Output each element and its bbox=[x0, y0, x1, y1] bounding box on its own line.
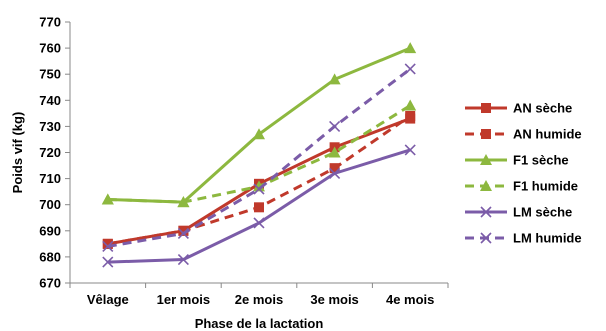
series-f1-humide bbox=[101, 99, 417, 208]
data-point bbox=[253, 217, 265, 229]
legend-label: LM sèche bbox=[513, 205, 572, 220]
data-point bbox=[329, 120, 341, 132]
y-tick-label: 760 bbox=[39, 41, 61, 56]
data-point bbox=[405, 110, 416, 121]
data-point bbox=[328, 73, 341, 85]
series-an-humide bbox=[102, 110, 416, 249]
legend-label: LM humide bbox=[513, 231, 582, 246]
data-point bbox=[177, 196, 190, 208]
data-point bbox=[253, 183, 265, 195]
data-point bbox=[177, 253, 189, 266]
x-tick-label: 3e mois bbox=[310, 292, 358, 307]
legend-item: F1 sèche bbox=[465, 153, 569, 168]
x-tick-label: 2e mois bbox=[235, 292, 283, 307]
legend-marker bbox=[481, 129, 491, 139]
legend-item: AN humide bbox=[465, 127, 582, 142]
series-lm-humide bbox=[102, 63, 416, 253]
data-point bbox=[254, 202, 264, 213]
y-tick-label: 740 bbox=[39, 93, 61, 108]
legend-marker bbox=[480, 154, 492, 165]
axes bbox=[65, 21, 449, 288]
legend-item: F1 humide bbox=[465, 179, 578, 194]
data-point bbox=[404, 144, 416, 156]
data-point bbox=[404, 99, 417, 111]
legend-marker bbox=[480, 232, 492, 244]
x-tick-label: 4e mois bbox=[386, 292, 434, 307]
legend-label: AN sèche bbox=[513, 101, 572, 116]
x-tick-label: Vêlage bbox=[87, 292, 129, 307]
data-point bbox=[329, 163, 340, 174]
x-tick-labels: Vêlage 1er mois 2e mois 3e mois 4e mois bbox=[87, 292, 435, 307]
legend: AN sèche AN humide F1 sèche F1 humide LM sèc… bbox=[465, 101, 582, 246]
legend-item: LM sèche bbox=[465, 205, 572, 220]
y-tick-label: 700 bbox=[39, 197, 61, 212]
y-tick-label: 720 bbox=[39, 145, 61, 160]
data-point bbox=[404, 63, 416, 75]
series-lm-seche bbox=[102, 144, 416, 268]
data-point bbox=[102, 256, 114, 268]
y-tick-label: 750 bbox=[39, 67, 61, 82]
y-tick-label: 770 bbox=[39, 15, 61, 30]
y-tick-labels: 670 680 690 700 710 720 730 740 750 760 770 bbox=[39, 15, 61, 291]
y-tick-label: 680 bbox=[39, 249, 61, 264]
data-point bbox=[178, 225, 189, 236]
data-point bbox=[101, 193, 114, 205]
data-point bbox=[253, 128, 265, 140]
legend-marker bbox=[481, 103, 491, 113]
legend-label: AN humide bbox=[513, 127, 582, 142]
data-point bbox=[102, 240, 114, 253]
x-tick-label: 1er mois bbox=[157, 292, 210, 307]
y-axis-title: Poids vif (kg) bbox=[10, 112, 25, 194]
legend-item: LM humide bbox=[465, 231, 582, 246]
legend-marker bbox=[480, 206, 492, 218]
data-point bbox=[329, 167, 341, 179]
series-line bbox=[107, 67, 412, 248]
legend-item: AN sèche bbox=[465, 101, 572, 116]
legend-marker bbox=[480, 180, 492, 191]
legend-label: F1 humide bbox=[513, 179, 578, 194]
data-point bbox=[177, 227, 189, 239]
data-point bbox=[328, 146, 341, 158]
y-tick-label: 670 bbox=[39, 276, 61, 291]
y-tick-label: 690 bbox=[39, 223, 61, 238]
data-point bbox=[404, 42, 417, 54]
series-group bbox=[101, 42, 417, 268]
x-axis-title: Phase de la lactation bbox=[195, 316, 324, 331]
legend-label: F1 sèche bbox=[513, 153, 569, 168]
data-point bbox=[253, 180, 265, 192]
y-tick-label: 710 bbox=[39, 171, 61, 186]
y-tick-label: 730 bbox=[39, 119, 61, 134]
data-point bbox=[102, 238, 113, 249]
